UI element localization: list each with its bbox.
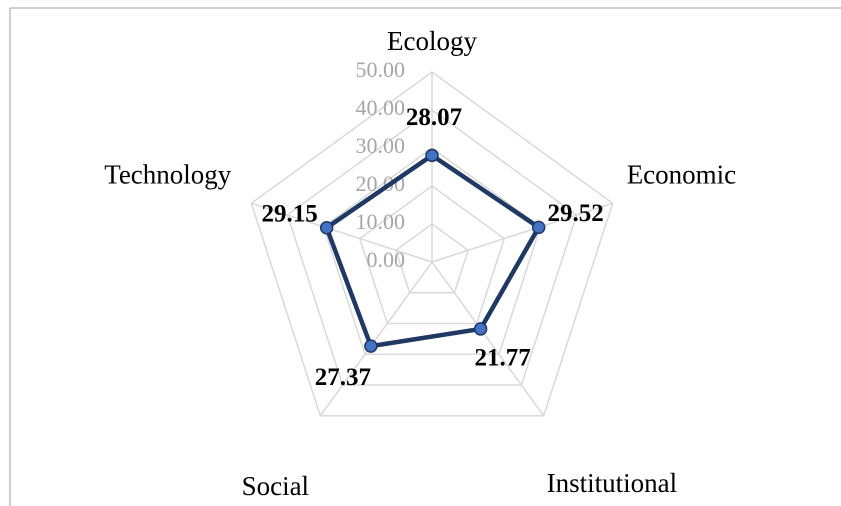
data-label: 29.15 [262,201,318,228]
category-label: Ecology [387,26,477,56]
category-label: Technology [104,159,232,189]
data-label: 27.37 [315,364,371,391]
marker [319,221,334,235]
marker [425,148,439,163]
data-label: 21.77 [475,345,531,372]
r-tick-label: 30.00 [356,133,406,158]
r-tick-label: 50.00 [356,57,406,82]
grid-ring [358,185,506,325]
series-line [324,153,541,349]
r-tick-label: 0.00 [367,247,406,272]
grid-ring [286,109,578,386]
grid-ring [394,223,470,294]
marker [531,220,546,235]
data-label: 29.52 [548,200,604,227]
category-label: Social [242,471,310,501]
category-label: Economic [627,159,736,189]
category-label: Institutional [547,468,678,498]
spoke [431,202,613,263]
spoke [251,202,433,263]
spoke [319,261,433,417]
data-label: 28.07 [406,104,462,131]
marker [473,322,488,336]
r-tick-label: 10.00 [356,209,406,234]
r-tick-label: 40.00 [356,95,406,120]
spoke [431,261,545,417]
marker [364,339,378,353]
grid-ring [250,71,614,417]
